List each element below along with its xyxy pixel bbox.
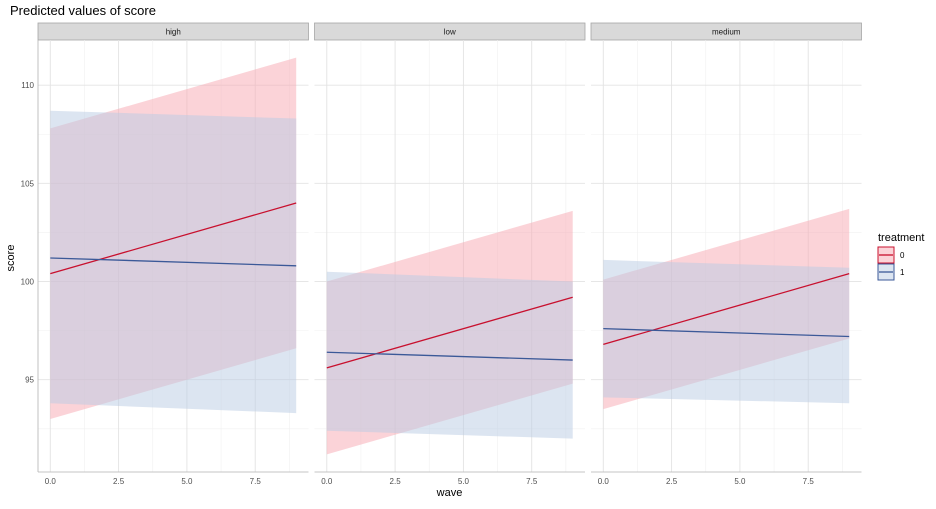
facet-strip-label: low [444, 28, 456, 37]
facet-strip [590, 22, 862, 41]
panels-layer: high 0.0 2.5 5.0 7.5 low 0.0 2.5 5.0 7.5 medium 0.0… [37, 22, 862, 486]
chart-title: Predicted values of score [10, 3, 156, 18]
x-tick-label: 2.5 [113, 477, 125, 486]
x-tick-label: 2.5 [390, 477, 402, 486]
prediction-line-treatment-0 [326, 296, 573, 369]
y-tick-label: 105 [21, 179, 35, 188]
x-tick-label: 5.0 [734, 477, 746, 486]
x-axis-title: wave [436, 487, 463, 499]
y-tick-label: 95 [25, 376, 34, 385]
prediction-line-treatment-1 [50, 257, 297, 267]
panel-medium: medium 0.0 2.5 5.0 7.5 [590, 22, 862, 486]
confidence-band-treatment-1 [326, 271, 573, 439]
x-tick-label: 5.0 [181, 477, 193, 486]
prediction-line-treatment-1 [326, 351, 573, 361]
facet-strip-label: high [166, 28, 181, 37]
x-tick-label: 0.0 [45, 477, 57, 486]
prediction-line-treatment-0 [603, 273, 850, 345]
y-axis-ticks: 95 100 105 110 [21, 81, 35, 385]
legend-label-treatment-0: 0 [900, 251, 905, 260]
x-tick-label: 0.0 [321, 477, 333, 486]
x-tick-label: 5.0 [458, 477, 470, 486]
x-tick-label: 0.0 [598, 477, 610, 486]
prediction-line-treatment-1 [603, 328, 850, 338]
panel-high: high 0.0 2.5 5.0 7.5 [37, 22, 309, 486]
x-tick-label: 7.5 [803, 477, 815, 486]
confidence-band-treatment-1 [603, 259, 850, 404]
legend-label-treatment-1: 1 [900, 268, 905, 277]
y-tick-label: 110 [21, 81, 34, 90]
prediction-line-treatment-0 [50, 202, 297, 275]
facet-strip-label: medium [712, 28, 741, 37]
facet-strip [37, 22, 309, 41]
facet-strip [314, 22, 586, 41]
x-tick-label: 7.5 [250, 477, 262, 486]
y-axis-title: score [5, 245, 17, 272]
x-tick-label: 2.5 [666, 477, 678, 486]
legend-title: treatment [878, 232, 924, 244]
panel-low: low 0.0 2.5 5.0 7.5 [314, 22, 586, 486]
legend: treatment 0 1 [877, 232, 924, 281]
x-tick-label: 7.5 [526, 477, 538, 486]
y-tick-label: 100 [21, 278, 35, 287]
